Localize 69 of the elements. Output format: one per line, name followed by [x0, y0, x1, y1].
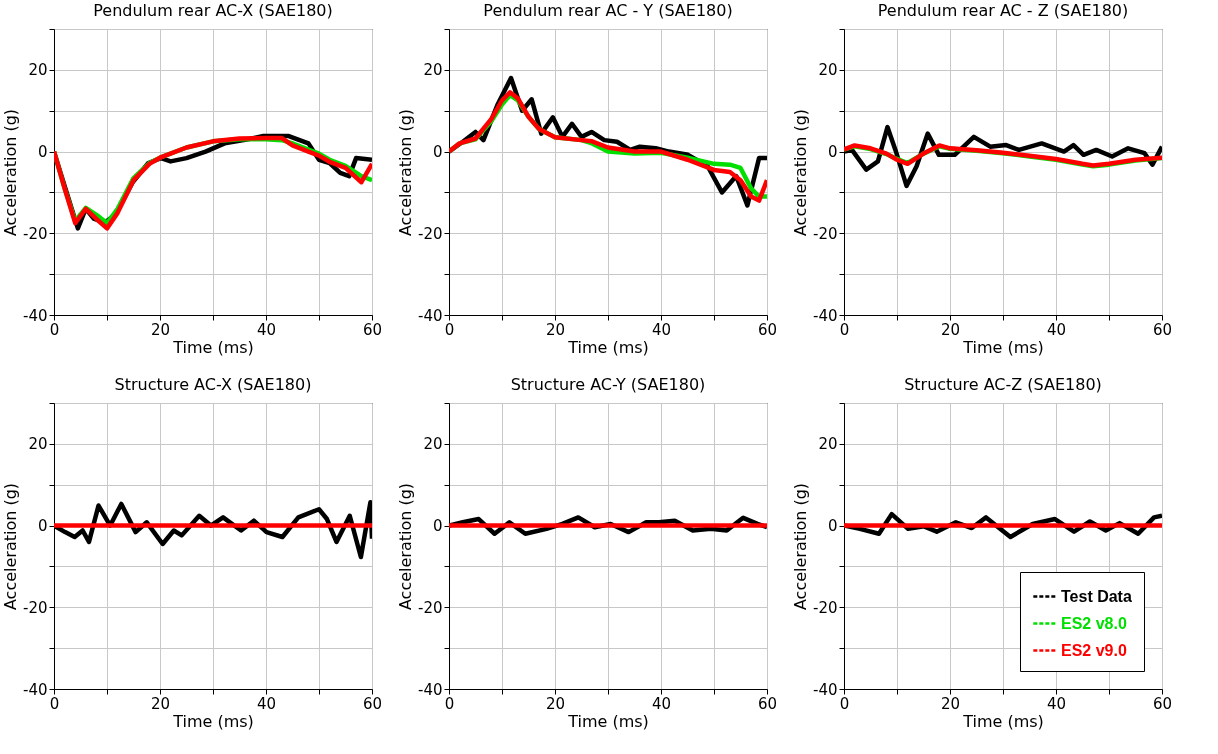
x-tick-label: 60 [362, 694, 383, 713]
y-tick-label: 20 [28, 435, 48, 454]
y-axis-title: Acceleration (g) [791, 482, 810, 611]
y-axis-title: Acceleration (g) [396, 108, 415, 237]
legend-label: Test Data [1061, 587, 1132, 605]
x-tick-label: 40 [1046, 694, 1067, 713]
y-tick-label: 0 [37, 517, 48, 536]
x-tick-label: 20 [545, 694, 566, 713]
y-tick-label: 0 [827, 517, 838, 536]
x-tick-label: 60 [1152, 694, 1173, 713]
x-tick-label: 40 [651, 694, 672, 713]
y-tick-label: -40 [23, 306, 48, 325]
y-tick-label: 20 [28, 61, 48, 80]
y-axis-title: Acceleration (g) [791, 108, 810, 237]
y-tick-label: -20 [813, 224, 838, 243]
x-tick-label: 40 [651, 320, 672, 339]
x-tick-label: 20 [940, 694, 961, 713]
y-tick-label: -40 [813, 680, 838, 699]
y-tick-label: 20 [423, 61, 443, 80]
y-tick-label: 20 [818, 61, 838, 80]
x-tick-label: 0 [839, 694, 850, 713]
x-tick-label: 40 [1046, 320, 1067, 339]
x-tick-label: 60 [757, 694, 778, 713]
x-axis-title: Time (ms) [172, 711, 254, 731]
y-axis-title: Acceleration (g) [1, 482, 20, 611]
x-tick-label: 60 [362, 320, 383, 339]
x-axis-title: Time (ms) [962, 337, 1044, 357]
x-tick-label: 0 [49, 320, 60, 339]
chart-title: Pendulum rear AC - Z (SAE180) [877, 0, 1129, 20]
x-tick-label: 0 [444, 320, 455, 339]
x-tick-label: 40 [256, 320, 277, 339]
y-tick-label: -20 [418, 224, 443, 243]
y-tick-label: -40 [23, 680, 48, 699]
y-tick-label: 20 [818, 435, 838, 454]
y-tick-label: -20 [23, 224, 48, 243]
y-tick-label: 20 [423, 435, 443, 454]
legend-label: ES2 v9.0 [1061, 641, 1127, 659]
chart-title: Structure AC-X (SAE180) [114, 374, 312, 394]
x-axis-title: Time (ms) [567, 337, 649, 357]
x-tick-label: 20 [545, 320, 566, 339]
x-tick-label: 20 [150, 320, 171, 339]
y-tick-label: -20 [418, 598, 443, 617]
x-axis-title: Time (ms) [172, 337, 254, 357]
y-tick-label: 0 [37, 143, 48, 162]
x-axis-title: Time (ms) [962, 711, 1044, 731]
legend-label: ES2 v8.0 [1061, 614, 1127, 632]
y-tick-label: -40 [813, 306, 838, 325]
x-tick-label: 0 [49, 694, 60, 713]
y-axis-title: Acceleration (g) [396, 482, 415, 611]
x-tick-label: 40 [256, 694, 277, 713]
chart-title: Pendulum rear AC-X (SAE180) [93, 0, 333, 20]
x-tick-label: 20 [940, 320, 961, 339]
y-tick-label: -20 [23, 598, 48, 617]
y-axis-title: Acceleration (g) [1, 108, 20, 237]
x-tick-label: 0 [444, 694, 455, 713]
x-tick-label: 60 [757, 320, 778, 339]
y-tick-label: 0 [432, 517, 443, 536]
y-tick-label: -40 [418, 306, 443, 325]
chart-title: Pendulum rear AC - Y (SAE180) [483, 0, 733, 20]
y-tick-label: 0 [827, 143, 838, 162]
y-tick-label: 0 [432, 143, 443, 162]
x-tick-label: 20 [150, 694, 171, 713]
x-tick-label: 60 [1152, 320, 1173, 339]
y-tick-label: -40 [418, 680, 443, 699]
y-tick-label: -20 [813, 598, 838, 617]
chart-title: Structure AC-Y (SAE180) [510, 374, 706, 394]
chart-title: Structure AC-Z (SAE180) [904, 374, 1102, 394]
x-tick-label: 0 [839, 320, 850, 339]
x-axis-title: Time (ms) [567, 711, 649, 731]
